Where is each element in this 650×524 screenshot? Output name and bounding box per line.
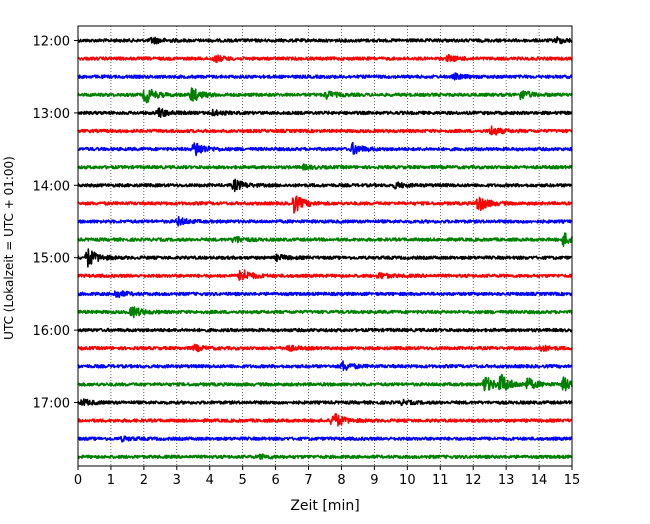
y-tick-label: 15:00 bbox=[33, 252, 70, 267]
trace-1530 bbox=[77, 290, 573, 299]
trace-1500 bbox=[77, 248, 573, 268]
y-tick-label: 13:00 bbox=[33, 107, 70, 122]
trace-1645 bbox=[77, 373, 573, 392]
trace-1415 bbox=[77, 195, 573, 214]
x-tick-label: 6 bbox=[271, 473, 279, 488]
x-tick-label: 2 bbox=[140, 473, 148, 488]
x-tick-label: 11 bbox=[432, 473, 449, 488]
x-tick-label: 8 bbox=[337, 473, 345, 488]
trace-1300 bbox=[77, 107, 573, 118]
trace-1200 bbox=[77, 36, 573, 45]
x-tick-label: 10 bbox=[399, 473, 416, 488]
trace-1715 bbox=[77, 413, 573, 427]
trace-1615 bbox=[77, 343, 573, 353]
grid-lines bbox=[110, 26, 540, 466]
y-tick-label: 16:00 bbox=[33, 324, 70, 339]
trace-1345 bbox=[77, 163, 573, 171]
y-axis-label: UTC (Lokalzeit = UTC + 01:00) bbox=[2, 156, 16, 340]
y-tick-label: 17:00 bbox=[33, 397, 70, 412]
x-axis-label: Zeit [min] bbox=[290, 498, 359, 514]
x-tick-label: 1 bbox=[107, 473, 115, 488]
trace-1400 bbox=[77, 178, 573, 193]
x-axis: 0 1 2 3 4 5 6 7 8 9 10 11 12 13 14 15 bbox=[74, 466, 580, 488]
trace-1215 bbox=[77, 53, 573, 64]
y-axis: 12:00 13:00 14:00 15:00 16:00 17:00 bbox=[33, 35, 78, 412]
trace-1430 bbox=[77, 215, 573, 227]
trace-1730 bbox=[77, 435, 573, 443]
trace-1600 bbox=[77, 327, 573, 333]
y-tick-label: 12:00 bbox=[33, 35, 70, 50]
x-tick-label: 14 bbox=[531, 473, 548, 488]
x-tick-label: 13 bbox=[498, 473, 515, 488]
trace-1245 bbox=[77, 87, 573, 104]
x-tick-label: 4 bbox=[206, 473, 214, 488]
x-tick-label: 15 bbox=[564, 473, 581, 488]
x-tick-label: 9 bbox=[370, 473, 378, 488]
trace-1315 bbox=[77, 125, 573, 136]
trace-1545 bbox=[77, 306, 573, 319]
trace-1330 bbox=[77, 141, 573, 157]
x-tick-label: 7 bbox=[304, 473, 312, 488]
x-tick-label: 3 bbox=[173, 473, 181, 488]
x-tick-label: 5 bbox=[239, 473, 247, 488]
trace-series bbox=[77, 36, 573, 461]
x-tick-label: 0 bbox=[74, 473, 82, 488]
trace-1630 bbox=[77, 360, 573, 372]
trace-1230 bbox=[77, 72, 573, 81]
x-tick-label: 12 bbox=[465, 473, 482, 488]
trace-1700 bbox=[77, 398, 573, 407]
trace-1515 bbox=[77, 269, 573, 282]
y-tick-label: 14:00 bbox=[33, 179, 70, 194]
trace-1745 bbox=[77, 453, 573, 461]
plot-frame bbox=[77, 25, 573, 467]
trace-1445 bbox=[77, 232, 573, 247]
